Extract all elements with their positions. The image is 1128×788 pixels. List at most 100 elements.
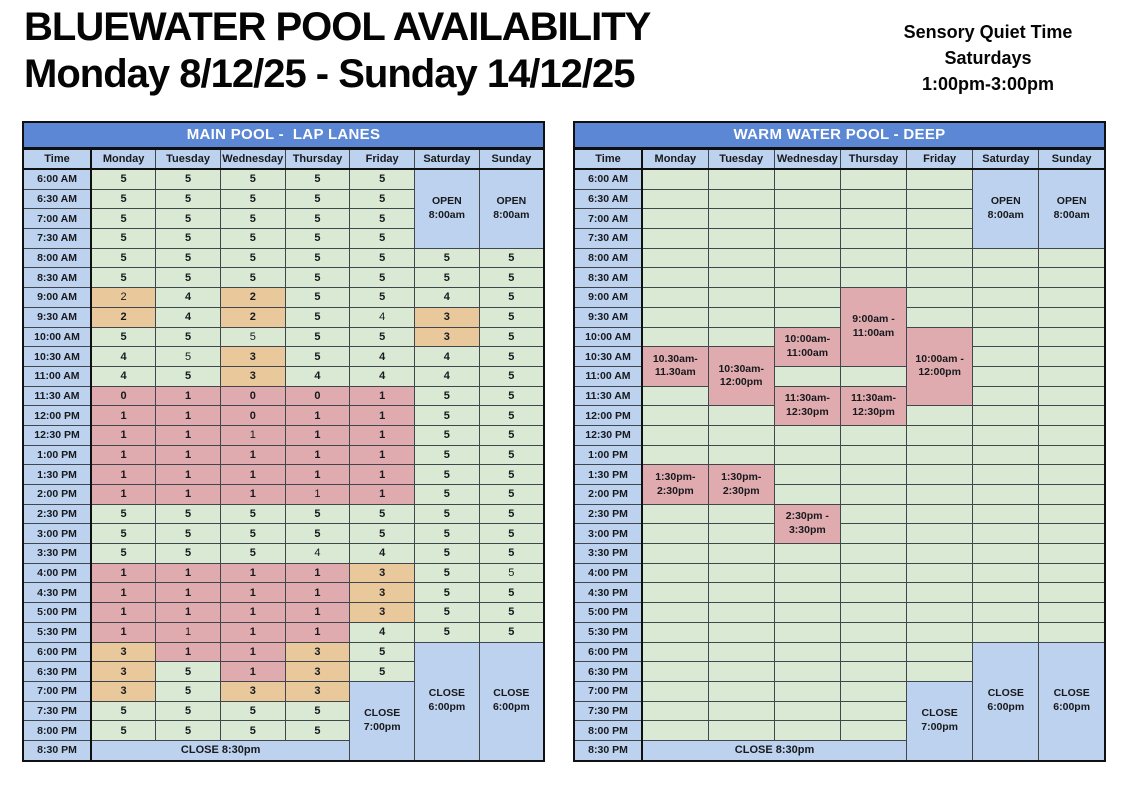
empty-slot-cell — [972, 326, 1040, 348]
empty-slot-cell — [906, 582, 974, 604]
warm-pool-section: WARM WATER POOL - DEEP Time Monday Tuesday… — [573, 121, 1106, 762]
col-header-time: Time — [22, 148, 92, 170]
availability-count-cell: 5 — [155, 228, 221, 249]
empty-slot-cell — [839, 188, 908, 210]
schedule-row: 8:30 AM — [573, 267, 1106, 289]
time-label: 3:00 PM — [22, 523, 92, 545]
time-label: 6:00 PM — [22, 641, 92, 663]
time-label: 8:00 PM — [22, 720, 92, 741]
time-label: 3:00 PM — [573, 523, 643, 545]
schedule-row: 6:00 PM CLOSE 6:00pm CLOSE 6:00pm — [573, 641, 1106, 762]
main-pool-schedule: Time Monday Tuesday Wednesday Thursday Friday… — [22, 148, 545, 762]
col-header-saturday: Saturday — [414, 148, 480, 170]
schedule-row: 5:30 PM 1 1 1 1 4 5 5 — [22, 621, 545, 643]
availability-count-cell: 5 — [219, 228, 286, 249]
schedule-row: 2:30 PM 2:30pm - 3:30pm — [573, 503, 1106, 545]
col-header-friday: Friday — [906, 148, 974, 170]
empty-slot-cell — [839, 700, 908, 722]
empty-slot-cell — [1038, 503, 1106, 525]
empty-slot-cell — [641, 444, 709, 466]
empty-slot-cell — [773, 287, 841, 308]
empty-slot-cell — [773, 464, 841, 485]
availability-count-cell: 5 — [349, 247, 416, 269]
empty-slot-cell — [906, 543, 974, 564]
empty-slot-cell — [839, 267, 908, 289]
col-header-time: Time — [573, 148, 643, 170]
schedule-row: 5:00 PM — [573, 602, 1106, 623]
availability-count-cell: 1 — [90, 562, 157, 584]
schedule-row: 2:00 PM 1 1 1 1 1 5 5 — [22, 484, 545, 505]
empty-slot-cell — [972, 621, 1040, 643]
empty-slot-cell — [839, 661, 908, 682]
availability-count-cell: 5 — [284, 326, 351, 348]
availability-count-cell: 5 — [284, 247, 351, 269]
empty-slot-cell — [839, 503, 908, 525]
empty-slot-cell — [773, 484, 841, 505]
availability-count-cell: 5 — [414, 484, 480, 505]
availability-count-cell: 1 — [90, 484, 157, 505]
empty-slot-cell — [707, 543, 775, 564]
time-label: 6:00 PM — [573, 641, 643, 663]
time-label: 7:00 AM — [22, 208, 92, 230]
empty-slot-cell — [906, 503, 974, 525]
empty-slot-cell — [773, 720, 841, 741]
time-label: 7:30 PM — [573, 700, 643, 722]
empty-slot-cell — [773, 424, 841, 446]
empty-slot-cell — [773, 228, 841, 249]
availability-count-cell: 5 — [219, 700, 286, 722]
open-cell: OPEN 8:00am — [1038, 168, 1106, 249]
availability-count-cell: 4 — [414, 365, 480, 387]
time-label: 2:00 PM — [573, 484, 643, 505]
close-cell: CLOSE 8:30pm — [641, 739, 908, 762]
availability-count-cell: 5 — [219, 267, 286, 289]
availability-count-cell: 4 — [349, 346, 416, 367]
empty-slot-cell — [773, 641, 841, 663]
close-cell: CLOSE 6:00pm — [1038, 641, 1106, 762]
availability-count-cell: 1 — [90, 464, 157, 485]
availability-count-cell: 1 — [349, 444, 416, 466]
empty-slot-cell — [906, 484, 974, 505]
empty-slot-cell — [906, 562, 974, 584]
time-label: 1:00 PM — [22, 444, 92, 466]
availability-count-cell: 5 — [478, 346, 545, 367]
empty-slot-cell — [1038, 287, 1106, 308]
availability-count-cell: 5 — [155, 661, 221, 682]
empty-slot-cell — [839, 365, 908, 387]
availability-count-cell: 5 — [155, 720, 221, 741]
availability-count-cell: 5 — [414, 503, 480, 525]
availability-count-cell: 4 — [349, 306, 416, 328]
availability-count-cell: 5 — [478, 444, 545, 466]
availability-count-cell: 5 — [478, 484, 545, 505]
time-label: 12:30 PM — [573, 424, 643, 446]
availability-count-cell: 5 — [414, 464, 480, 485]
availability-count-cell: 5 — [219, 188, 286, 210]
schedule-row: 12:00 PM 1 1 0 1 1 5 5 — [22, 405, 545, 426]
availability-count-cell: 1 — [155, 562, 221, 584]
col-header-monday: Monday — [641, 148, 709, 170]
time-label: 9:00 AM — [22, 287, 92, 308]
availability-count-cell: 2 — [90, 306, 157, 328]
empty-slot-cell — [641, 523, 709, 545]
col-header-thursday: Thursday — [839, 148, 908, 170]
availability-count-cell: 1 — [219, 582, 286, 604]
availability-count-cell: 5 — [414, 444, 480, 466]
empty-slot-cell — [773, 247, 841, 269]
availability-count-cell: 1 — [155, 582, 221, 604]
schedule-row: 9:00 AM 2 4 2 5 5 4 5 — [22, 287, 545, 308]
schedule-row: 2:30 PM 5 5 5 5 5 5 5 — [22, 503, 545, 525]
availability-count-cell: 4 — [414, 346, 480, 367]
availability-count-cell: 3 — [90, 680, 157, 702]
empty-slot-cell — [906, 444, 974, 466]
schedule-row: 6:00 PM 3 1 1 3 5 CLOSE 6:00pm CLOSE 6:00pm — [22, 641, 545, 762]
empty-slot-cell — [906, 424, 974, 446]
close-cell: CLOSE 7:00pm — [906, 680, 974, 762]
empty-slot-cell — [641, 405, 709, 426]
col-header-thursday: Thursday — [284, 148, 351, 170]
empty-slot-cell — [641, 641, 709, 663]
availability-count-cell: 5 — [284, 306, 351, 328]
empty-slot-cell — [773, 267, 841, 289]
schedule-row: 11:30 AM 11:30am- 12:30pm 11:30am- 12:30pm — [573, 385, 1106, 426]
sensory-quiet-time-note: Sensory Quiet Time Saturdays 1:00pm-3:00… — [868, 20, 1108, 98]
empty-slot-cell — [707, 562, 775, 584]
empty-slot-cell — [906, 621, 974, 643]
